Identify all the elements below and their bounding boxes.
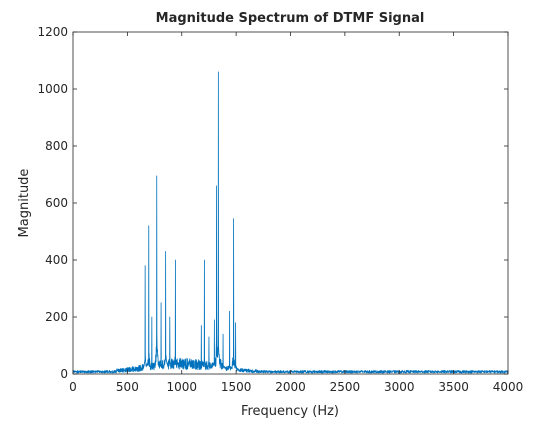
tick-labels: 0 500 1000 1500 2000 2500 3000 3500 4000 0 200 400 6… [37,25,523,394]
x-tick-label: 1000 [166,380,197,394]
x-tick-label: 2500 [330,380,361,394]
y-tick-label: 1000 [37,82,68,96]
plot-box [72,31,509,375]
x-tick-label: 0 [69,380,77,394]
x-tick-label: 3000 [384,380,415,394]
y-axis-label: Magnitude [17,169,32,238]
x-tick-label: 3500 [438,380,469,394]
x-tick-label: 1500 [221,380,252,394]
x-tick-label: 2000 [275,380,306,394]
y-tick-label: 0 [60,367,68,381]
x-axis-label: Frequency (Hz) [241,404,339,419]
y-tick-label: 200 [45,310,68,324]
y-tick-label: 400 [45,253,68,267]
y-tick-label: 800 [45,139,68,153]
chart-title: Magnitude Spectrum of DTMF Signal [156,11,425,26]
plot-area [73,32,508,374]
y-tick-label: 600 [45,196,68,210]
x-tick-label: 4000 [493,380,524,394]
x-tick-label: 500 [116,380,139,394]
y-tick-label: 1200 [37,25,68,39]
